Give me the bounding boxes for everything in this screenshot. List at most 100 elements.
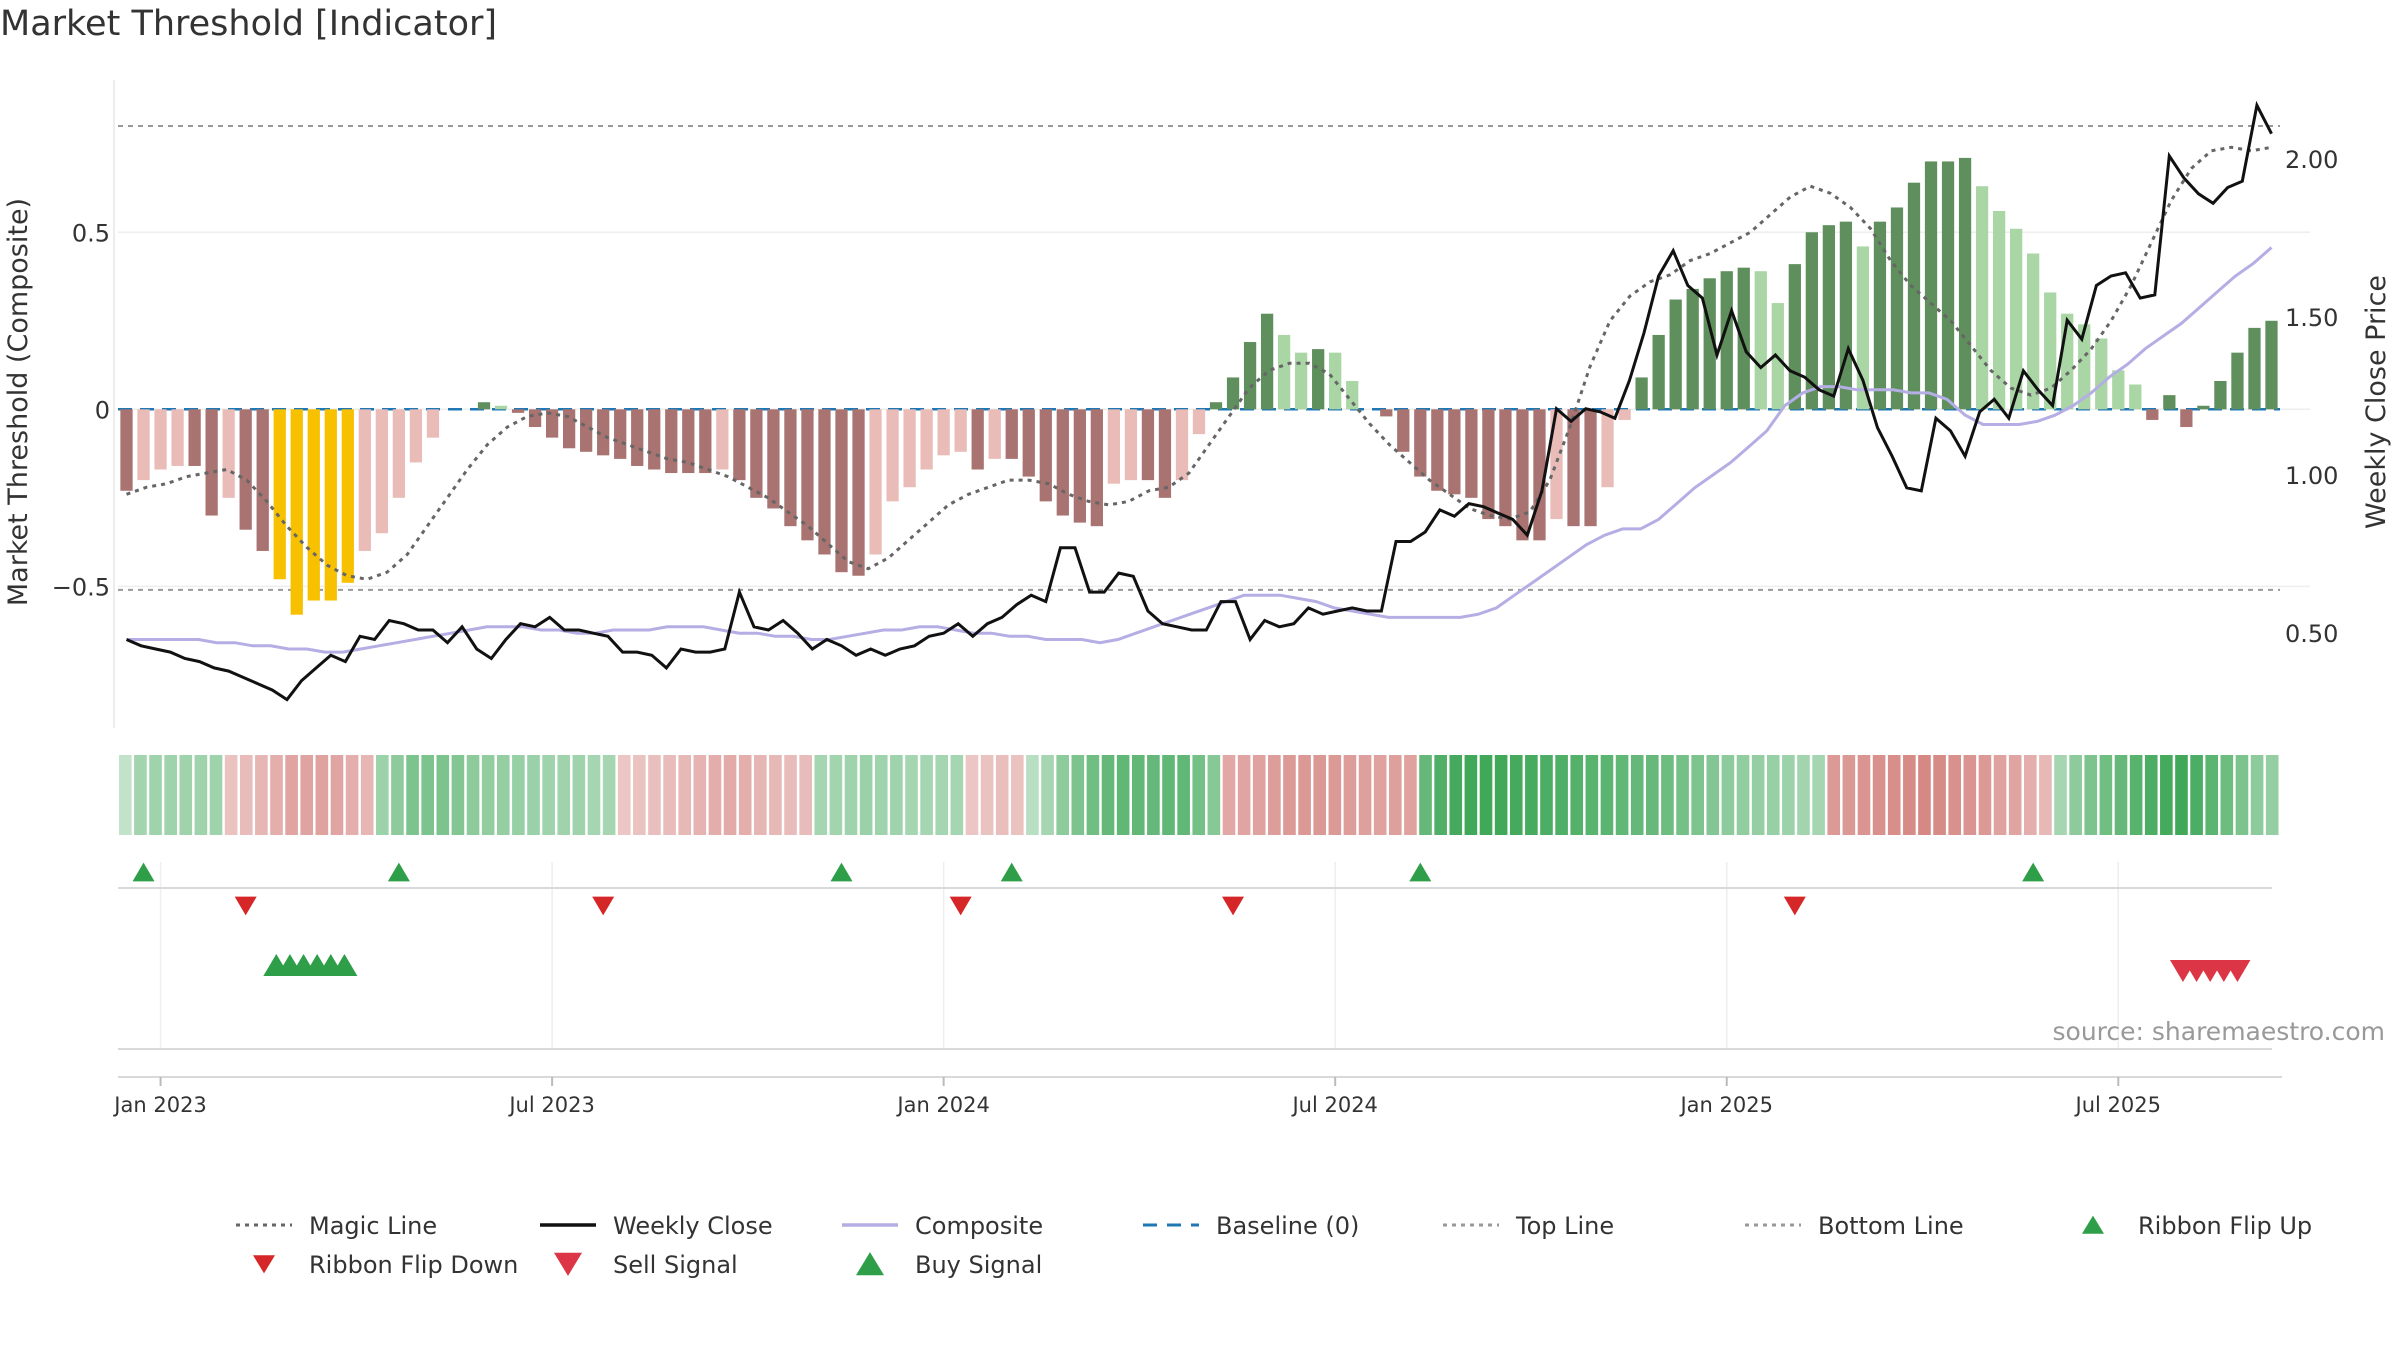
composite-bar <box>188 409 201 466</box>
ribbon-cell <box>481 755 495 835</box>
composite-bar <box>971 409 984 470</box>
ribbon-cell <box>844 755 858 835</box>
composite-bar <box>1107 409 1121 484</box>
left-tick-label: 0.5 <box>72 219 110 247</box>
ribbon-cell <box>1978 755 1992 835</box>
y-axis-label-left: Market Threshold (Composite) <box>3 198 34 606</box>
ribbon-cell <box>1918 755 1931 835</box>
composite-bar <box>1277 334 1291 410</box>
ribbon-cell <box>678 755 692 835</box>
ribbon-cell <box>1766 755 1780 835</box>
sell-signal-marker <box>592 896 615 916</box>
composite-bar <box>1175 409 1189 481</box>
ribbon-cell <box>421 755 434 835</box>
ribbon-cell <box>1116 755 1130 835</box>
ribbon-cell <box>119 755 132 835</box>
composite-bar <box>1226 377 1240 410</box>
chart-title: Market Threshold [Indicator] <box>0 4 498 44</box>
ribbon-cell <box>1026 755 1039 835</box>
composite-bar <box>1073 409 1086 523</box>
ribbon-cell <box>1343 755 1357 835</box>
source-note: source: sharemaestro.com <box>2053 1017 2386 1046</box>
composite-bar <box>120 409 133 491</box>
composite-bar <box>358 409 371 551</box>
ribbon-cell <box>1313 755 1327 835</box>
composite-bar <box>903 409 916 488</box>
legend-label: Sell Signal <box>613 1251 738 1279</box>
ribbon-cell <box>874 755 888 835</box>
ribbon-cell <box>890 755 903 835</box>
ribbon-cell <box>1192 755 1206 835</box>
composite-bar <box>1312 349 1325 410</box>
composite-bar <box>648 409 661 470</box>
ribbon-cell <box>587 755 601 835</box>
ribbon-cell <box>950 755 964 835</box>
ribbon-cell <box>1056 755 1069 835</box>
ribbon-cell <box>1177 755 1190 835</box>
ribbon-strip <box>119 755 2279 835</box>
left-tick-label: 0 <box>95 396 110 424</box>
composite-bar <box>1737 267 1750 410</box>
composite-bar <box>1550 409 1563 520</box>
sell-signal-marker <box>949 896 972 916</box>
ribbon-cell <box>270 755 283 835</box>
composite-bar <box>920 409 933 470</box>
composite-bar <box>239 409 252 530</box>
ribbon-cell <box>1585 755 1599 835</box>
ribbon-cell <box>1993 755 2007 835</box>
ribbon-cell <box>1782 755 1795 835</box>
ribbon-flip-down-marker <box>2224 959 2251 983</box>
legend-item: Top Line <box>1443 1212 1614 1240</box>
magic-line <box>126 145 2272 581</box>
ribbon-cell <box>1903 755 1916 835</box>
ribbon-cell <box>1041 755 1054 835</box>
composite-bar <box>1839 221 1853 410</box>
composite-bar <box>511 409 525 413</box>
ribbon-cell <box>1328 755 1342 835</box>
ribbon-cell <box>436 755 450 835</box>
ribbon-cell <box>1555 755 1568 835</box>
ribbon-cell <box>2235 755 2249 835</box>
composite-bar <box>1414 409 1427 477</box>
composite-bar <box>528 409 542 428</box>
ribbon-cell <box>2265 755 2279 835</box>
ribbon-cell <box>1207 755 1221 835</box>
ribbon-cell <box>360 755 374 835</box>
ribbon-cell <box>391 755 404 835</box>
legend-label: Weekly Close <box>613 1212 773 1240</box>
legend-label: Composite <box>915 1212 1043 1240</box>
composite-bar <box>2265 320 2278 410</box>
composite-bar <box>1346 380 1359 410</box>
composite-bar <box>1992 211 2006 410</box>
ribbon-cell <box>648 755 661 835</box>
ribbon-cell <box>1449 755 1463 835</box>
composite-bar <box>290 409 303 615</box>
composite-bar <box>1601 409 1614 488</box>
composite-bar <box>597 409 610 456</box>
composite-bar <box>614 409 627 459</box>
x-tick-label: Jan 2025 <box>1678 1093 1773 1117</box>
ribbon-cell <box>572 755 586 835</box>
ribbon-cell <box>920 755 933 835</box>
composite-bar <box>1380 409 1393 417</box>
reference-lines <box>118 125 2280 591</box>
composite-bar <box>1856 246 1870 410</box>
composite-line <box>126 246 2273 654</box>
ribbon-cell <box>1147 755 1160 835</box>
ribbon-cell <box>1162 755 1175 835</box>
ribbon-cell <box>2160 755 2173 835</box>
ribbon-cell <box>965 755 979 835</box>
composite-bar <box>307 409 320 601</box>
ribbon-cell <box>496 755 510 835</box>
legend-item: Composite <box>842 1212 1043 1240</box>
signal-markers <box>118 862 2272 1050</box>
composite-bar <box>2044 292 2057 410</box>
composite-bar <box>682 409 695 474</box>
ribbon-cell <box>633 755 646 835</box>
ribbon-cell <box>1676 755 1689 835</box>
sell-signal-marker <box>1222 896 1245 916</box>
x-tick-label: Jul 2023 <box>507 1093 594 1117</box>
ribbon-cell <box>905 755 918 835</box>
legend-swatch <box>554 1252 582 1276</box>
ribbon-cell <box>2144 755 2158 835</box>
